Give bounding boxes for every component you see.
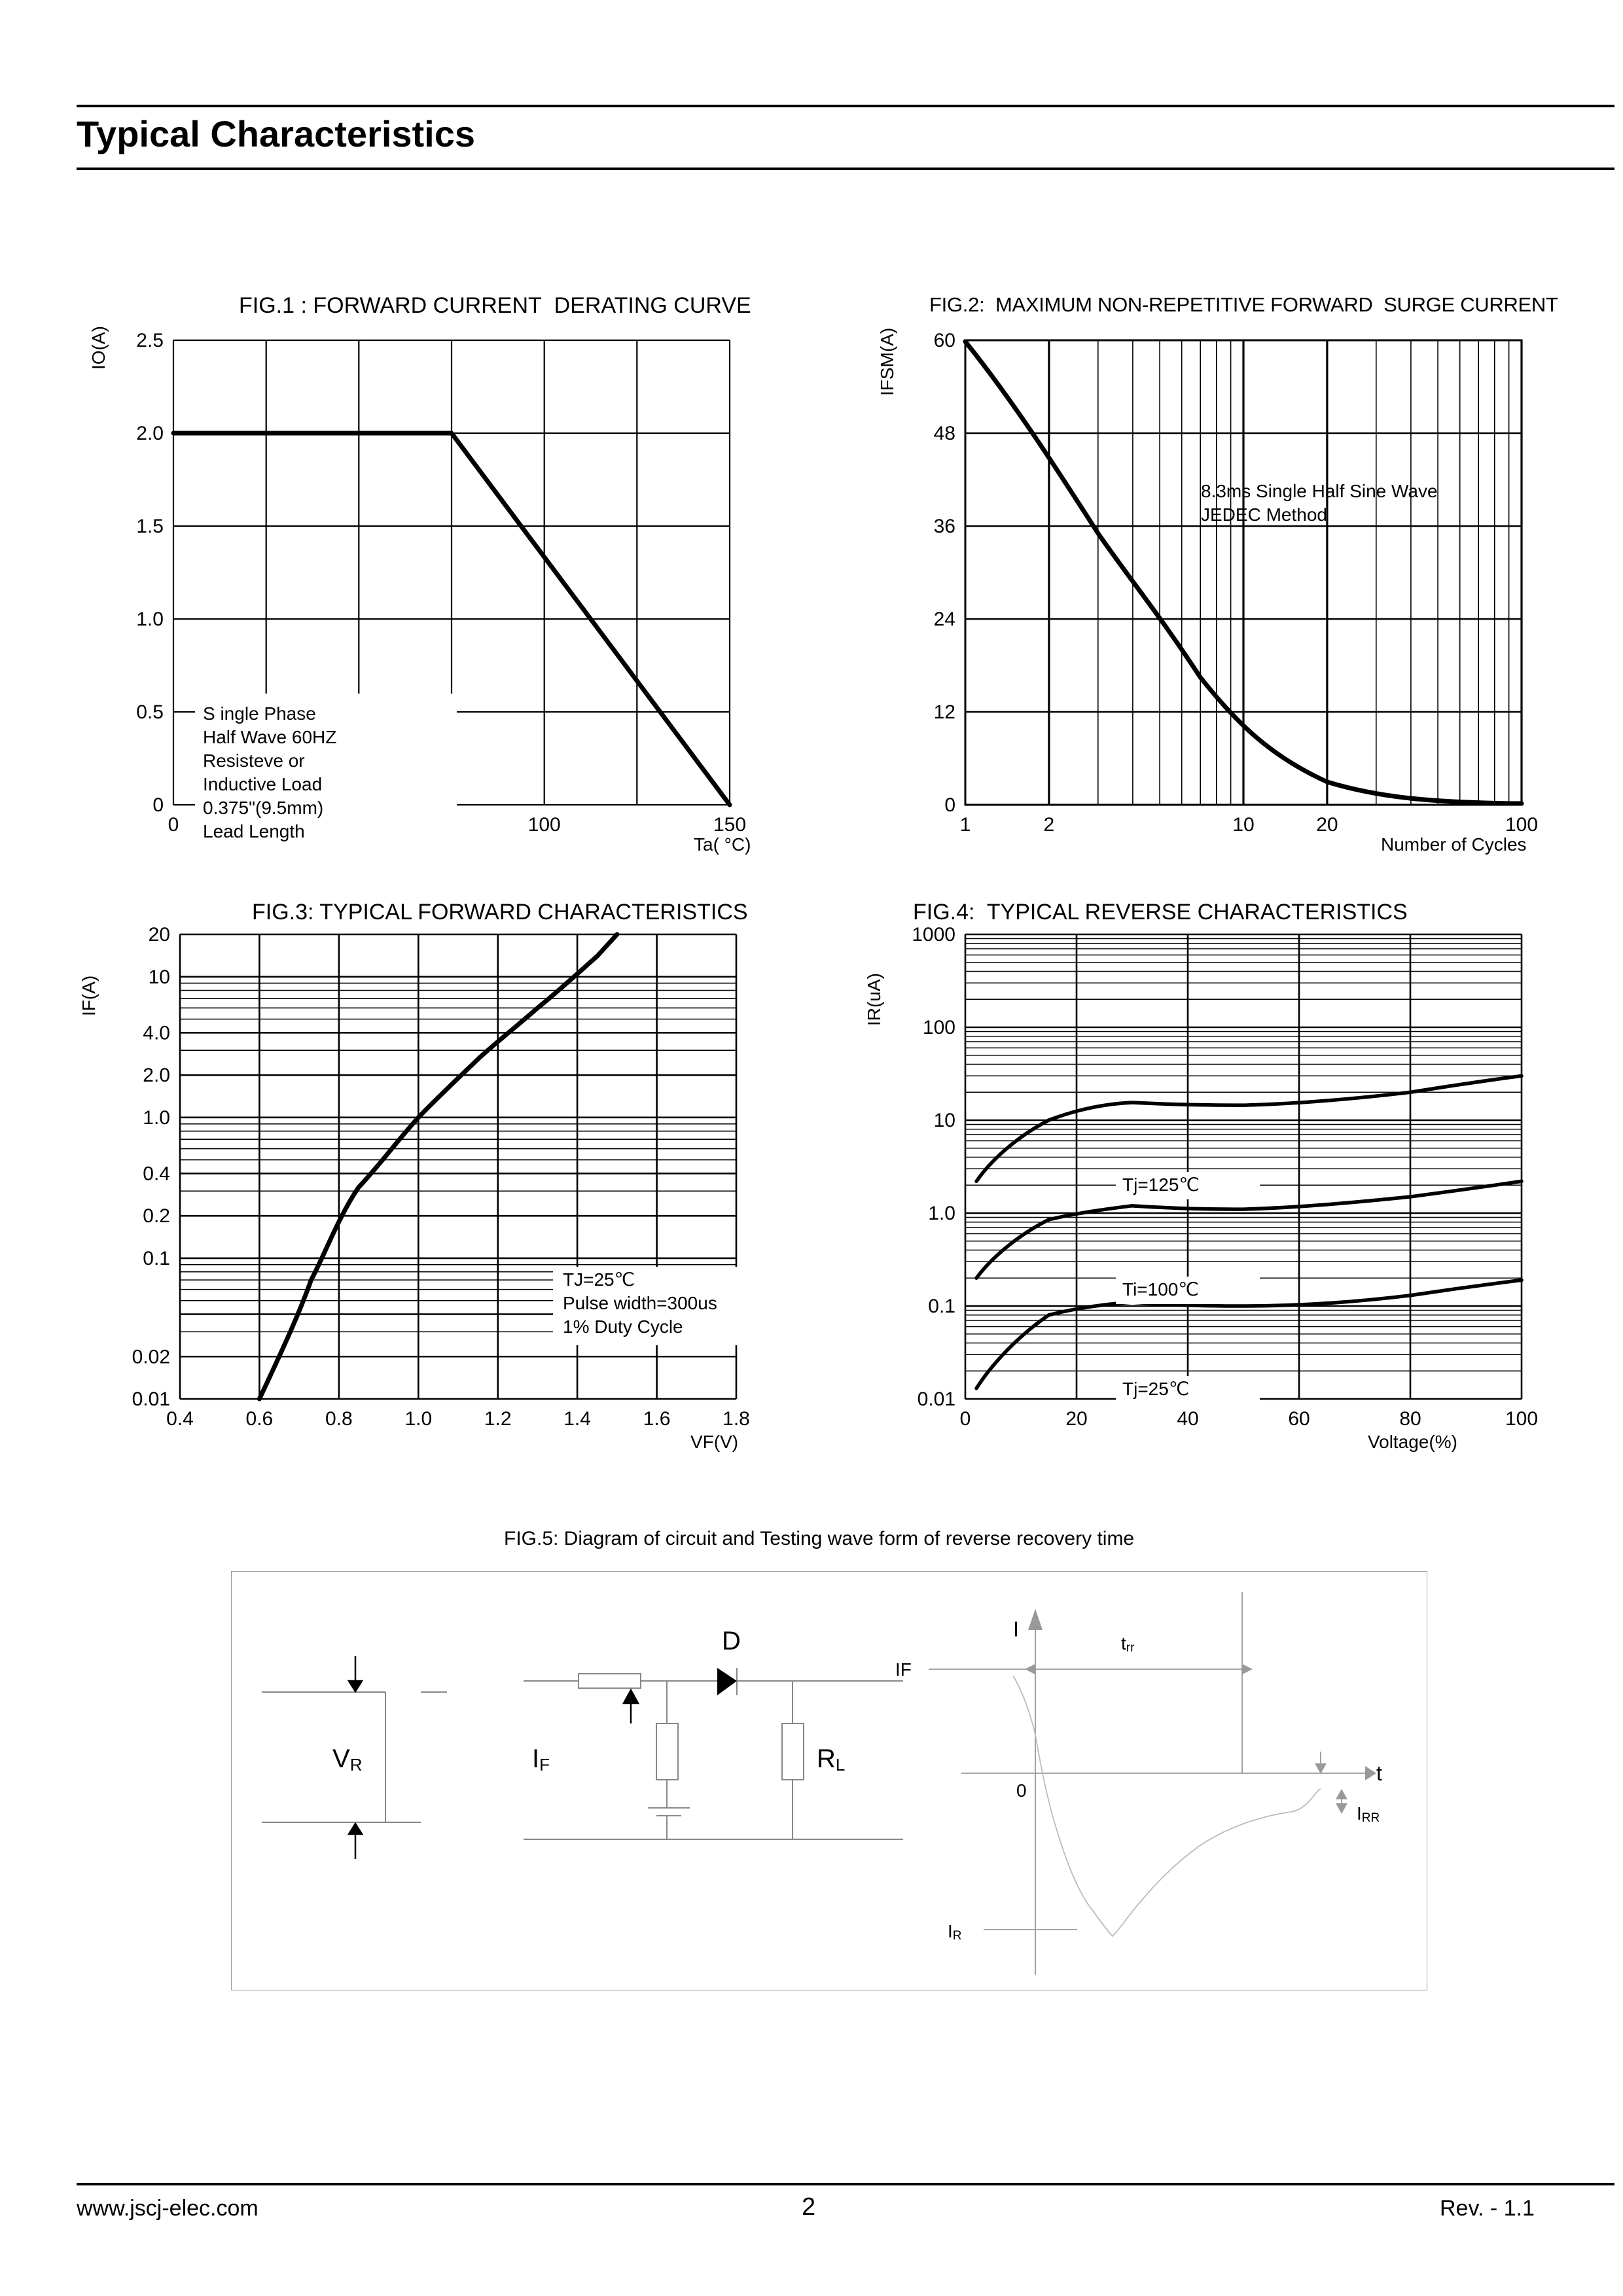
- svg-text:1000: 1000: [912, 924, 955, 945]
- svg-text:IR(uA): IR(uA): [864, 973, 884, 1026]
- svg-text:0: 0: [1016, 1780, 1027, 1801]
- svg-text:Voltage(%): Voltage(%): [1368, 1432, 1457, 1452]
- svg-text:VR: VR: [332, 1744, 362, 1775]
- svg-text:4.0: 4.0: [143, 1022, 170, 1044]
- svg-text:Half Wave 60HZ: Half Wave 60HZ: [203, 727, 336, 747]
- svg-text:IRR: IRR: [1357, 1803, 1380, 1825]
- svg-text:1.5: 1.5: [136, 516, 164, 537]
- svg-text:60: 60: [1288, 1408, 1310, 1430]
- svg-text:S ingle Phase: S ingle Phase: [203, 703, 316, 724]
- svg-text:40: 40: [1177, 1408, 1198, 1430]
- svg-text:2: 2: [1044, 814, 1055, 836]
- svg-text:0.1: 0.1: [143, 1248, 170, 1269]
- svg-text:20: 20: [1316, 814, 1338, 836]
- svg-text:IF: IF: [532, 1744, 550, 1775]
- svg-text:0.01: 0.01: [918, 1388, 955, 1410]
- svg-text:2.5: 2.5: [136, 330, 164, 351]
- svg-text:1.0: 1.0: [928, 1203, 955, 1224]
- svg-text:100: 100: [528, 814, 561, 836]
- svg-text:1.0: 1.0: [143, 1107, 170, 1129]
- svg-text:1.4: 1.4: [563, 1408, 591, 1430]
- svg-text:48: 48: [934, 423, 955, 444]
- svg-text:IO(A): IO(A): [88, 326, 109, 370]
- svg-text:12: 12: [934, 701, 955, 723]
- svg-text:Tj=125℃: Tj=125℃: [1122, 1174, 1200, 1195]
- svg-text:100: 100: [923, 1017, 955, 1038]
- svg-text:0.5: 0.5: [136, 701, 164, 723]
- svg-text:Tj=25℃: Tj=25℃: [1122, 1379, 1189, 1399]
- svg-text:0.2: 0.2: [143, 1205, 170, 1227]
- svg-text:D: D: [722, 1627, 741, 1655]
- svg-text:0: 0: [944, 794, 955, 816]
- svg-text:IF(A): IF(A): [79, 976, 99, 1016]
- svg-text:IFSM(A): IFSM(A): [877, 328, 897, 396]
- svg-text:Ta( °C): Ta( °C): [694, 834, 751, 855]
- svg-text:0.375"(9.5mm): 0.375"(9.5mm): [203, 798, 323, 818]
- svg-text:1.0: 1.0: [404, 1408, 432, 1430]
- svg-text:0.4: 0.4: [143, 1163, 170, 1184]
- svg-text:RL: RL: [817, 1744, 845, 1775]
- svg-text:t: t: [1376, 1761, 1382, 1785]
- svg-text:IF: IF: [895, 1659, 912, 1680]
- svg-text:0.6: 0.6: [246, 1408, 274, 1430]
- svg-text:0.1: 0.1: [928, 1296, 955, 1317]
- svg-text:trr: trr: [1121, 1633, 1135, 1655]
- svg-text:2.0: 2.0: [136, 423, 164, 444]
- svg-text:Resisteve or: Resisteve or: [203, 751, 305, 771]
- svg-text:IR: IR: [948, 1921, 962, 1943]
- svg-text:10: 10: [149, 966, 170, 988]
- svg-text:1.8: 1.8: [722, 1408, 750, 1430]
- svg-text:1: 1: [960, 814, 971, 836]
- svg-text:100: 100: [1505, 1408, 1538, 1430]
- svg-text:1.2: 1.2: [484, 1408, 512, 1430]
- svg-text:80: 80: [1399, 1408, 1421, 1430]
- svg-text:0: 0: [168, 814, 179, 836]
- svg-text:0.01: 0.01: [132, 1388, 170, 1410]
- svg-text:1.0: 1.0: [136, 609, 164, 630]
- svg-text:2.0: 2.0: [143, 1065, 170, 1086]
- svg-text:Ti=100℃: Ti=100℃: [1122, 1279, 1199, 1299]
- svg-text:Lead Length: Lead Length: [203, 821, 305, 841]
- svg-text:24: 24: [934, 609, 955, 630]
- svg-text:1.6: 1.6: [643, 1408, 671, 1430]
- svg-text:10: 10: [1232, 814, 1254, 836]
- svg-text:0: 0: [152, 794, 164, 816]
- svg-text:0.4: 0.4: [166, 1408, 194, 1430]
- svg-text:20: 20: [149, 924, 170, 945]
- svg-text:100: 100: [1505, 814, 1538, 836]
- svg-text:TJ=25℃: TJ=25℃: [563, 1269, 635, 1290]
- svg-text:I: I: [1013, 1617, 1019, 1641]
- svg-text:Pulse width=300us: Pulse width=300us: [563, 1293, 717, 1313]
- svg-text:Inductive Load: Inductive Load: [203, 774, 322, 794]
- svg-text:150: 150: [713, 814, 746, 836]
- svg-text:1% Duty Cycle: 1% Duty Cycle: [563, 1316, 683, 1337]
- svg-text:0: 0: [960, 1408, 971, 1430]
- svg-text:JEDEC Method: JEDEC Method: [1201, 504, 1327, 525]
- svg-text:0.8: 0.8: [325, 1408, 353, 1430]
- svg-text:36: 36: [934, 516, 955, 537]
- svg-text:20: 20: [1065, 1408, 1087, 1430]
- svg-text:0.02: 0.02: [132, 1346, 170, 1368]
- svg-text:VF(V): VF(V): [690, 1432, 738, 1452]
- svg-text:60: 60: [934, 330, 955, 351]
- svg-text:10: 10: [934, 1110, 955, 1131]
- svg-text:Number of Cycles: Number of Cycles: [1381, 834, 1527, 855]
- svg-text:8.3ms Single Half Sine Wave: 8.3ms Single Half Sine Wave: [1201, 481, 1438, 501]
